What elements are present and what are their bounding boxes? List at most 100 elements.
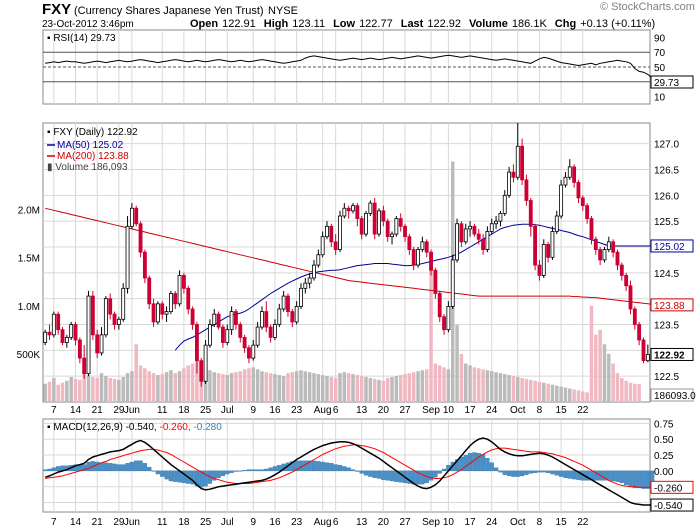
candle-body [459, 223, 464, 243]
volume-bar [463, 363, 468, 402]
x-tick-label: 23 [291, 405, 303, 416]
candle-body [342, 207, 347, 217]
candle-body [268, 326, 273, 338]
candle-body [372, 202, 377, 235]
candle-body [624, 275, 629, 287]
macd-histogram-bar [459, 456, 464, 472]
volume-bar [216, 373, 221, 402]
volume-bar [477, 368, 481, 402]
candle-body [385, 220, 390, 238]
macd-histogram-bar [121, 464, 126, 472]
macd-histogram-bar [329, 463, 334, 472]
candle-body [398, 218, 403, 227]
x-tick-label: Sep [422, 405, 440, 416]
volume-bar [572, 389, 576, 402]
candle-body [520, 145, 525, 181]
volume-bar [208, 370, 212, 402]
x-tick-label: 7 [51, 405, 57, 416]
candle-body [186, 287, 191, 310]
volume-bar [503, 374, 507, 402]
candle-body [524, 179, 529, 201]
x-tick-label: Sep [422, 517, 440, 528]
macd-histogram-bar [528, 470, 533, 474]
macd-legend-histogram: -0.280 [193, 422, 222, 433]
exchange-label: NYSE [268, 5, 298, 17]
candle-body [208, 324, 212, 346]
volume-bar [320, 375, 325, 402]
macd-histogram-bar [99, 462, 104, 472]
volume-legend: ▮ Volume 186,093 [47, 162, 128, 173]
volume-bar [268, 373, 273, 402]
x-tick-label: 25 [200, 405, 212, 416]
macd-histogram-bar [463, 454, 468, 472]
macd-histogram-bar [537, 470, 542, 473]
candle-body [494, 220, 498, 225]
volume-bar [294, 371, 299, 402]
x-tick-label: 25 [200, 517, 212, 528]
macd-histogram-bar [337, 465, 343, 472]
volume-bar [333, 377, 338, 402]
macd-histogram-bar [311, 460, 317, 472]
candle-body [567, 166, 572, 178]
candle-body [212, 313, 217, 325]
volume-bar [568, 388, 572, 402]
macd-histogram-bar [277, 465, 282, 472]
volume-bar [177, 371, 182, 402]
candle-body [264, 311, 269, 328]
volume-bar [143, 368, 147, 402]
x-tick-label: Jul [221, 517, 234, 528]
candle-body [290, 311, 295, 323]
candle-body [420, 241, 425, 250]
x-tick-label: 13 [356, 405, 368, 416]
macd-histogram-bar [385, 470, 390, 481]
volume-bar [372, 378, 377, 402]
candle-body [281, 295, 286, 310]
quote-row: Open 122.91 High 123.11 Low 122.77 Last 122.92 V… [190, 18, 655, 30]
macd-histogram-bar [294, 460, 299, 472]
ma200-legend: MA(200) 123.88 [57, 151, 129, 162]
volume-bar [299, 370, 303, 402]
macd-histogram-bar [502, 470, 507, 475]
macd-signal-line [45, 444, 653, 488]
volume-bar [43, 383, 47, 402]
candle-body [138, 223, 143, 253]
candle-body [550, 231, 555, 258]
macd-histogram-bar [428, 470, 434, 481]
x-tick-label: 6 [333, 517, 339, 528]
macd-histogram-bar [259, 469, 265, 472]
x-tick-label: 29 [113, 405, 125, 416]
macd-histogram-bar [628, 470, 633, 487]
candle-body [645, 354, 650, 362]
volume-bar [542, 382, 546, 402]
x-tick-label: 8 [537, 405, 543, 416]
volume-bar [121, 376, 125, 402]
candle-body [528, 200, 533, 227]
volume-bar [52, 377, 56, 402]
macd-histogram-bar [350, 469, 356, 472]
macd-histogram-bar [43, 469, 48, 472]
candle-body [199, 360, 204, 382]
volume-bar [195, 353, 199, 402]
candle-body [160, 303, 165, 315]
macd-histogram-bar [238, 470, 243, 472]
macd-histogram-bar [611, 470, 616, 482]
volume-bar [99, 373, 104, 402]
volume-bar [546, 383, 550, 402]
volume-bar [381, 380, 386, 402]
macd-histogram-bar [229, 470, 234, 473]
macd-histogram-bar [194, 470, 200, 487]
macd-histogram-bar [645, 470, 650, 489]
volume-bar [507, 375, 511, 402]
volume-bar [303, 371, 308, 402]
candle-body [129, 207, 134, 227]
candle-body [251, 344, 256, 359]
macd-histogram-bar [363, 470, 369, 476]
macd-histogram-bar [420, 470, 425, 485]
x-tick-label: Jun [124, 405, 140, 416]
price-y-tick-label: 126.5 [654, 166, 679, 177]
macd-histogram-bar [398, 470, 403, 483]
x-tick-label: 17 [465, 517, 477, 528]
candle-body [546, 244, 551, 258]
candle-body [47, 331, 52, 336]
quote-label-high: High [264, 18, 289, 30]
